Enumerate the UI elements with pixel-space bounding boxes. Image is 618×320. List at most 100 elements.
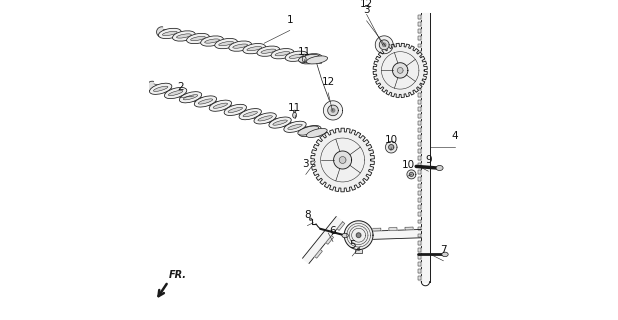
- Polygon shape: [389, 228, 397, 230]
- Ellipse shape: [302, 56, 306, 62]
- Polygon shape: [418, 44, 421, 47]
- Text: 6: 6: [329, 226, 336, 236]
- Polygon shape: [418, 184, 421, 188]
- Polygon shape: [328, 105, 338, 116]
- Ellipse shape: [190, 36, 205, 41]
- Polygon shape: [389, 145, 394, 150]
- Polygon shape: [147, 81, 154, 92]
- Polygon shape: [418, 128, 421, 132]
- Ellipse shape: [243, 112, 258, 117]
- Ellipse shape: [168, 91, 183, 96]
- Polygon shape: [418, 149, 421, 153]
- Ellipse shape: [294, 110, 296, 113]
- Polygon shape: [156, 27, 163, 37]
- Ellipse shape: [213, 103, 227, 108]
- Polygon shape: [418, 100, 421, 104]
- Polygon shape: [383, 43, 386, 46]
- Polygon shape: [418, 135, 421, 139]
- Polygon shape: [418, 241, 421, 244]
- Polygon shape: [418, 177, 421, 181]
- Polygon shape: [418, 93, 421, 97]
- Polygon shape: [418, 227, 421, 230]
- Polygon shape: [418, 79, 421, 83]
- Polygon shape: [303, 217, 342, 263]
- Text: FR.: FR.: [169, 270, 187, 280]
- Ellipse shape: [258, 116, 273, 121]
- Ellipse shape: [239, 108, 261, 120]
- Ellipse shape: [201, 36, 224, 46]
- Ellipse shape: [198, 99, 213, 104]
- Polygon shape: [418, 72, 421, 76]
- Ellipse shape: [284, 121, 306, 132]
- Polygon shape: [418, 51, 421, 54]
- Ellipse shape: [307, 56, 328, 64]
- Ellipse shape: [269, 117, 291, 128]
- Ellipse shape: [342, 233, 349, 238]
- Text: 3: 3: [302, 159, 309, 169]
- Polygon shape: [418, 58, 421, 61]
- Polygon shape: [418, 107, 421, 111]
- Polygon shape: [418, 163, 421, 167]
- Ellipse shape: [285, 51, 308, 61]
- Polygon shape: [409, 172, 413, 176]
- Polygon shape: [418, 170, 421, 174]
- Polygon shape: [357, 233, 361, 237]
- Polygon shape: [418, 29, 421, 33]
- Polygon shape: [418, 191, 421, 195]
- Ellipse shape: [179, 92, 201, 103]
- Ellipse shape: [310, 218, 312, 220]
- Polygon shape: [418, 234, 421, 237]
- Polygon shape: [339, 156, 346, 164]
- Polygon shape: [418, 121, 421, 125]
- Text: 8: 8: [304, 210, 311, 220]
- Ellipse shape: [271, 49, 294, 59]
- Polygon shape: [337, 222, 345, 230]
- Ellipse shape: [158, 28, 181, 39]
- Ellipse shape: [177, 34, 191, 38]
- Polygon shape: [386, 141, 397, 153]
- Ellipse shape: [172, 31, 195, 41]
- Ellipse shape: [273, 120, 287, 125]
- Ellipse shape: [187, 33, 210, 44]
- Ellipse shape: [288, 124, 302, 129]
- Polygon shape: [418, 212, 421, 216]
- Ellipse shape: [164, 87, 187, 99]
- Polygon shape: [373, 228, 381, 231]
- Polygon shape: [418, 114, 421, 118]
- Polygon shape: [315, 250, 323, 258]
- Polygon shape: [418, 276, 421, 280]
- Polygon shape: [418, 142, 421, 146]
- Ellipse shape: [229, 41, 252, 51]
- Polygon shape: [418, 156, 421, 160]
- Ellipse shape: [303, 128, 317, 134]
- Ellipse shape: [298, 54, 320, 62]
- Polygon shape: [373, 229, 421, 239]
- Text: 10: 10: [384, 135, 397, 145]
- Text: 12: 12: [360, 0, 373, 9]
- Polygon shape: [418, 248, 421, 252]
- Text: 4: 4: [451, 132, 458, 141]
- Ellipse shape: [150, 83, 172, 94]
- Bar: [355, 245, 362, 253]
- Text: 5: 5: [349, 240, 355, 250]
- Polygon shape: [421, 13, 430, 282]
- Polygon shape: [344, 221, 373, 250]
- Polygon shape: [418, 65, 421, 68]
- Polygon shape: [418, 86, 421, 90]
- Polygon shape: [407, 170, 416, 179]
- Text: 12: 12: [321, 77, 335, 87]
- Ellipse shape: [184, 95, 198, 100]
- Polygon shape: [418, 262, 421, 266]
- Ellipse shape: [210, 100, 232, 111]
- Polygon shape: [375, 36, 393, 54]
- Polygon shape: [397, 68, 403, 73]
- Text: 11: 11: [288, 103, 301, 113]
- Text: 1: 1: [287, 15, 293, 25]
- Text: 3: 3: [363, 5, 370, 15]
- Polygon shape: [326, 236, 334, 244]
- Ellipse shape: [194, 96, 217, 107]
- Ellipse shape: [298, 126, 319, 135]
- Ellipse shape: [357, 248, 360, 251]
- Ellipse shape: [224, 104, 247, 116]
- Polygon shape: [151, 84, 323, 137]
